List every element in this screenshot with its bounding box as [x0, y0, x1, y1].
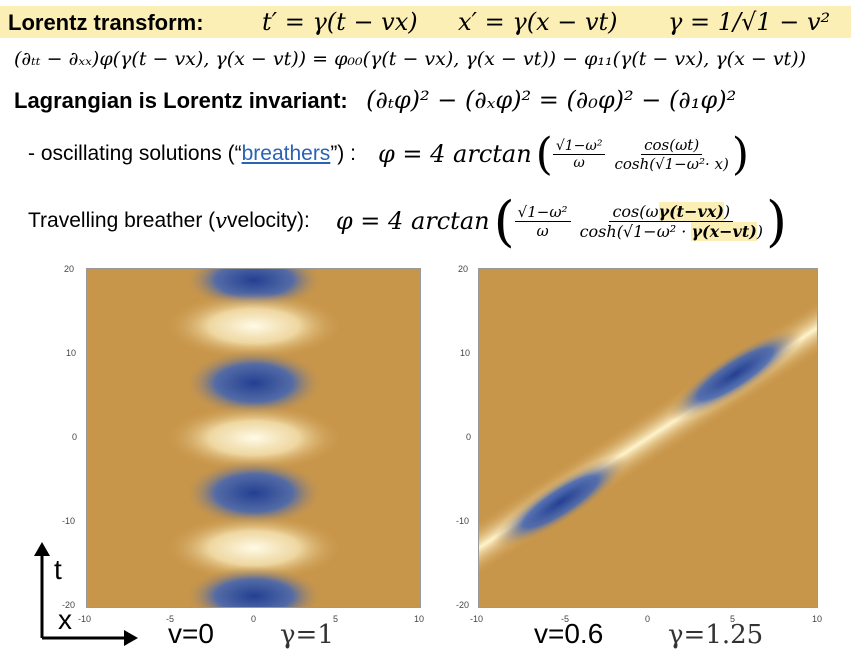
lorentz-transform-row: Lorentz transform: t′ = γ(t − vx) x′ = γ… [0, 0, 851, 40]
left-gamma-caption: γ=1 [280, 620, 334, 650]
gamma-equation: γ = 1/√1 − v² [668, 8, 831, 36]
x-prime-equation: x′ = γ(x − vt) [458, 8, 618, 36]
frac2-denominator: cosh(√1−ω²· x) [614, 154, 729, 173]
left-xtick: -10 [78, 614, 92, 624]
left-ytick: 0 [72, 432, 78, 442]
left-paren: ( [535, 128, 553, 180]
travelling-lhs: φ = 4 arctan [335, 207, 490, 235]
breathers-suffix: ”) : [330, 142, 356, 165]
left-paren-2: ( [493, 189, 515, 253]
right-density-plot [478, 268, 818, 608]
right-xtick: -10 [470, 614, 484, 624]
travelling-label-end: velocity): [227, 209, 310, 232]
highlight-band [0, 6, 851, 38]
left-xtick: 10 [414, 614, 425, 624]
t-axis-label: t [54, 554, 62, 585]
right-ytick: 0 [466, 432, 472, 442]
x-axis-label: x [58, 604, 72, 635]
light-blob [164, 514, 344, 582]
dark-blob [492, 455, 629, 549]
breathers-row: - oscillating solutions (“ breathers”) : … [28, 128, 749, 180]
dark-blob [184, 459, 324, 527]
right-ytick: -10 [456, 516, 470, 526]
breather-frac2: cos(ωt) cosh(√1−ω²· x) [611, 136, 731, 173]
left-xtick: -5 [166, 614, 175, 624]
lagrangian-row: Lagrangian is Lorentz invariant: (∂ₜφ)² … [14, 86, 736, 114]
breather-frac1: √1−ω² ω [552, 138, 606, 171]
left-xtick: 0 [251, 614, 257, 624]
left-ytick: -20 [62, 600, 76, 610]
lagrangian-label: Lagrangian is Lorentz invariant: [14, 88, 348, 113]
tfrac1-numerator: √1−ω² [514, 203, 571, 222]
tfrac2-numerator: cos(ωγ(t−vx)) [609, 201, 734, 222]
t-arrowhead-icon [34, 542, 50, 556]
tfrac2-denominator: cosh(√1−ω² · γ(x−vt)) [577, 221, 766, 241]
left-plot-frame [86, 268, 421, 608]
travelling-label: Travelling breather ( [28, 209, 216, 232]
x-arrowhead-icon [124, 630, 138, 646]
left-ytick: 20 [64, 264, 75, 274]
right-paren-2: ) [766, 189, 788, 253]
right-xtick: 5 [730, 614, 736, 624]
dark-blob [184, 349, 324, 417]
right-velocity-caption: v=0.6 [534, 618, 604, 649]
right-ytick: 20 [458, 264, 469, 274]
dark-blob [667, 327, 804, 421]
right-plot-frame [478, 268, 818, 608]
travelling-breather-row: Travelling breather (v velocity): φ = 4 … [28, 189, 788, 253]
right-xtick: -5 [561, 614, 570, 624]
breathers-prefix: - oscillating solutions (“ [28, 142, 242, 165]
tfrac2-den-a: cosh(√1−ω² · [579, 221, 692, 241]
tfrac2-den-highlight: γ(x−vt) [691, 221, 757, 241]
frac2-numerator: cos(ωt) [641, 136, 703, 155]
right-xtick: 0 [645, 614, 651, 624]
axis-arrows [34, 542, 138, 646]
tfrac2-num-b: ) [723, 201, 731, 221]
right-ytick: -20 [456, 600, 470, 610]
travelling-frac1: √1−ω² ω [514, 203, 571, 240]
light-blob [164, 404, 344, 472]
tfrac1-denominator: ω [536, 221, 549, 240]
breathers-link[interactable]: breathers [241, 142, 331, 165]
light-blob [164, 292, 344, 360]
left-velocity-caption: v=0 [168, 618, 214, 649]
right-gamma-caption: γ=1.25 [668, 620, 764, 650]
lagrangian-equation: (∂ₜφ)² − (∂ₓφ)² = (∂₀φ)² − (∂₁φ)² [366, 86, 737, 114]
travelling-frac2: cos(ωγ(t−vx)) cosh(√1−ω² · γ(x−vt)) [577, 201, 766, 241]
right-xtick: 10 [812, 614, 823, 624]
tfrac2-den-b: ) [756, 221, 764, 241]
frac1-denominator: ω [573, 154, 585, 171]
right-plot-svg [478, 268, 818, 608]
lorentz-transform-label: Lorentz transform: [8, 10, 204, 35]
frac1-numerator: √1−ω² [552, 138, 606, 155]
t-prime-equation: t′ = γ(t − vx) [262, 8, 418, 36]
tfrac2-num-a: cos(ω [612, 201, 659, 221]
right-ytick: 10 [460, 348, 471, 358]
left-ytick: 10 [66, 348, 77, 358]
left-xtick: 5 [333, 614, 339, 624]
tfrac2-num-highlight: γ(t−vx) [658, 201, 724, 221]
left-ytick: -10 [62, 516, 76, 526]
right-paren: ) [731, 128, 750, 180]
wave-equation-row: (∂ₜₜ − ∂ₓₓ)φ(γ(t − vx), γ(x − vt)) = φ₀₀… [14, 48, 807, 70]
left-plot-svg [86, 268, 421, 608]
dark-blob [184, 566, 324, 608]
velocity-var: v [215, 209, 228, 233]
left-density-plot [86, 268, 421, 608]
breather-lhs: φ = 4 arctan [377, 140, 532, 168]
